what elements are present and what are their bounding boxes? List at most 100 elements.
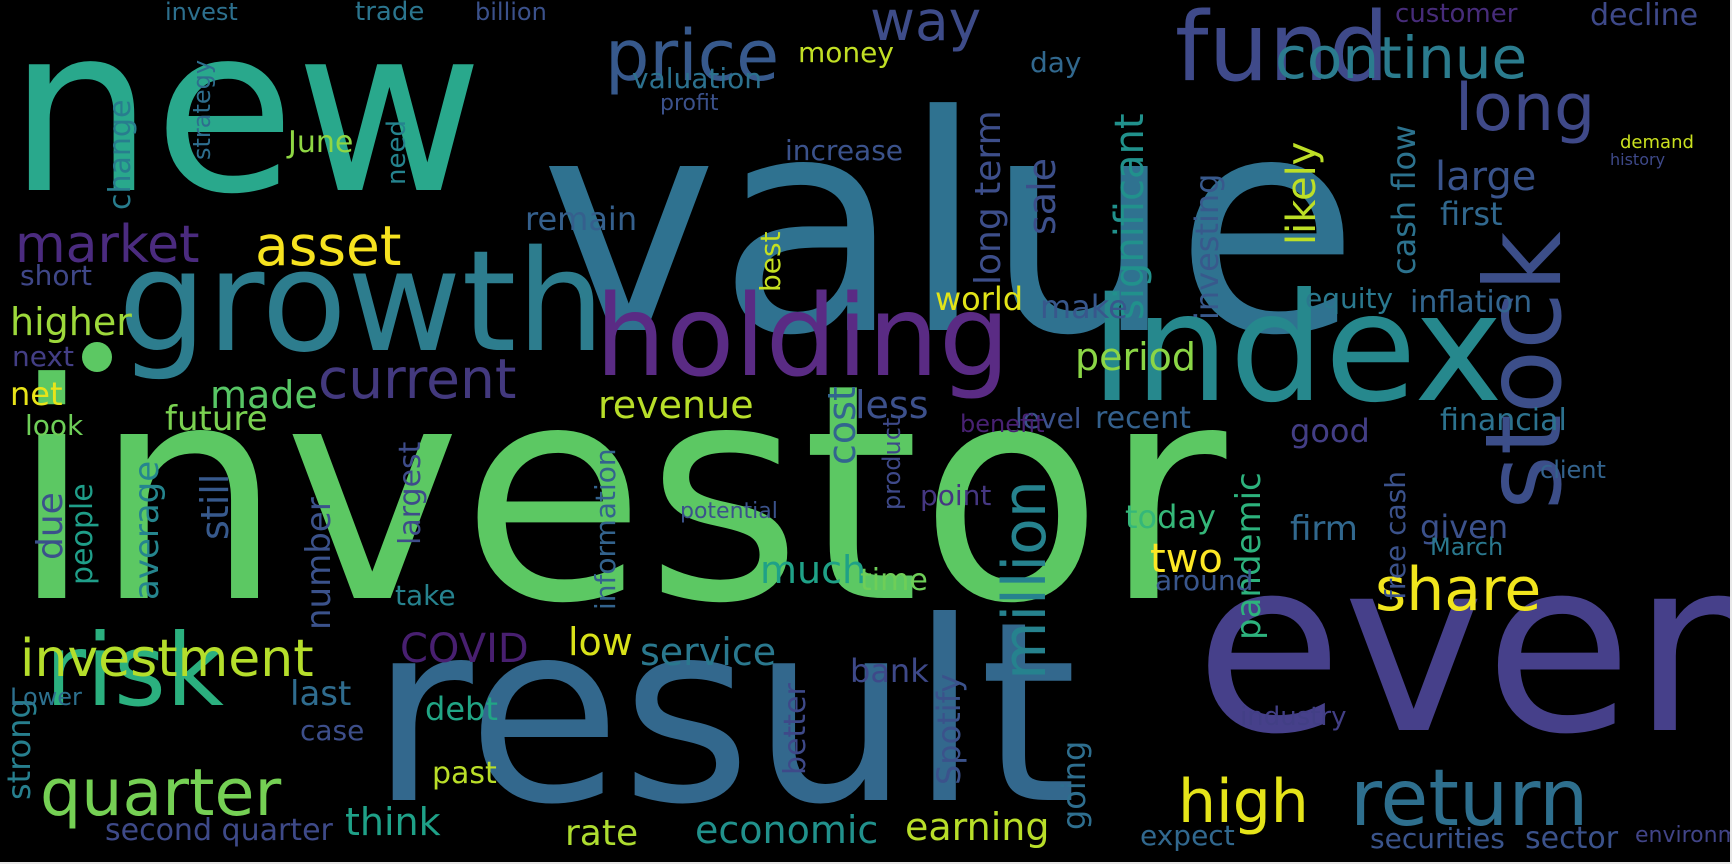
word-market: market: [15, 215, 200, 275]
word-service: service: [640, 630, 776, 674]
word-think: think: [345, 800, 441, 844]
word-rate: rate: [565, 813, 638, 854]
word-equity: equity: [1305, 282, 1393, 315]
word-economic: economic: [695, 808, 878, 852]
word-way: way: [870, 0, 981, 53]
word-short: short: [20, 259, 92, 292]
word-less: less: [855, 383, 929, 427]
word-return: return: [1350, 754, 1589, 844]
word-two: two: [1150, 536, 1223, 582]
word-net: net: [10, 375, 63, 413]
word-share: share: [1375, 555, 1541, 625]
word-valuation: valuation: [632, 62, 762, 95]
word-last: last: [290, 674, 351, 714]
word-demand: demand: [1620, 132, 1694, 153]
word-index: Index: [1090, 262, 1503, 436]
word-risk: risk: [45, 612, 224, 729]
word-stock: stock: [1463, 231, 1585, 510]
word-look: look: [25, 409, 84, 442]
word-june: June: [286, 125, 353, 160]
word-inflation: inflation: [1410, 285, 1532, 320]
word-today: today: [1125, 498, 1216, 536]
word-industry: industry: [1240, 702, 1347, 732]
word-result: result: [370, 568, 1077, 859]
word-number: number: [299, 497, 339, 630]
word-remain: remain: [525, 200, 637, 238]
word-investment: investment: [20, 629, 314, 689]
word-invest: invest: [165, 0, 238, 26]
word-expect: expect: [1140, 819, 1235, 852]
word-best: best: [754, 231, 787, 292]
word-continue: continue: [1275, 24, 1527, 92]
word-holding: holding: [595, 272, 1010, 402]
word-pandemic: pandemic: [1229, 472, 1269, 640]
word-bank: bank: [850, 652, 929, 690]
word-strategy: strategy: [188, 60, 216, 160]
word-financial: financial: [1440, 403, 1567, 438]
word-higher: higher: [10, 300, 132, 344]
word-even: even: [1195, 507, 1732, 787]
word-strong: strong: [0, 698, 38, 800]
word-cost: cost: [820, 386, 864, 465]
word-due: due: [30, 492, 71, 560]
word-need: need: [382, 120, 412, 185]
word-world: world: [935, 280, 1023, 318]
word-second-quarter: second quarter: [105, 813, 334, 848]
dot-mark: [82, 342, 112, 372]
word-largest: largest: [393, 441, 428, 545]
word-around: around: [1155, 564, 1253, 597]
word-lower: Lower: [10, 683, 82, 711]
word-debt: debt: [425, 690, 498, 728]
word-price: price: [605, 15, 779, 97]
word-large: large: [1435, 154, 1536, 200]
word-day: day: [1030, 46, 1082, 79]
word-better: better: [778, 683, 813, 775]
word-revenue: revenue: [598, 383, 754, 427]
word-current: current: [318, 347, 516, 411]
word-increase: increase: [785, 134, 903, 167]
word-period: period: [1075, 335, 1196, 379]
word-going: going: [1055, 741, 1093, 830]
word-change: change: [103, 100, 138, 210]
word-spotify: Spotify: [930, 674, 968, 785]
word-future: future: [165, 399, 268, 439]
word-investor: investor: [10, 320, 1230, 669]
word-profit: profit: [660, 91, 719, 116]
word-benefit: benefit: [960, 410, 1045, 438]
word-past: past: [432, 756, 497, 791]
word-still: still: [193, 474, 237, 540]
word-make: make: [1040, 288, 1128, 326]
word-free-cash: free cash: [1379, 471, 1412, 600]
word-client: client: [1540, 456, 1606, 484]
word-history: history: [1610, 150, 1665, 169]
word-billion: billion: [475, 0, 547, 26]
word-money: money: [798, 36, 894, 69]
word-customer: customer: [1395, 0, 1518, 29]
word-fund: fund: [1175, 0, 1389, 103]
word-asset: asset: [255, 214, 401, 278]
word-made: made: [210, 373, 318, 417]
word-product: product: [878, 418, 906, 510]
word-decline: decline: [1590, 0, 1698, 33]
word-take: take: [395, 579, 456, 612]
word-sale: sale: [1020, 158, 1064, 235]
word-recent: recent: [1095, 401, 1191, 436]
word-significant: significant: [1107, 113, 1153, 320]
word-case: case: [300, 714, 364, 747]
word-long-term: long term: [968, 110, 1009, 285]
word-million: million: [990, 480, 1060, 680]
word-covid: COVID: [400, 626, 529, 672]
word-long: long: [1455, 71, 1595, 146]
word-likely: likely: [1279, 142, 1325, 245]
word-trade: trade: [355, 0, 424, 27]
word-firm: firm: [1290, 509, 1358, 549]
word-time: time: [860, 563, 928, 598]
word-low: low: [568, 620, 633, 664]
word-securities: securities: [1370, 822, 1505, 855]
word-level: level: [1015, 402, 1082, 435]
word-environment: environment: [1635, 823, 1732, 848]
word-earning: earning: [905, 805, 1049, 849]
word-sector: sector: [1525, 821, 1619, 856]
